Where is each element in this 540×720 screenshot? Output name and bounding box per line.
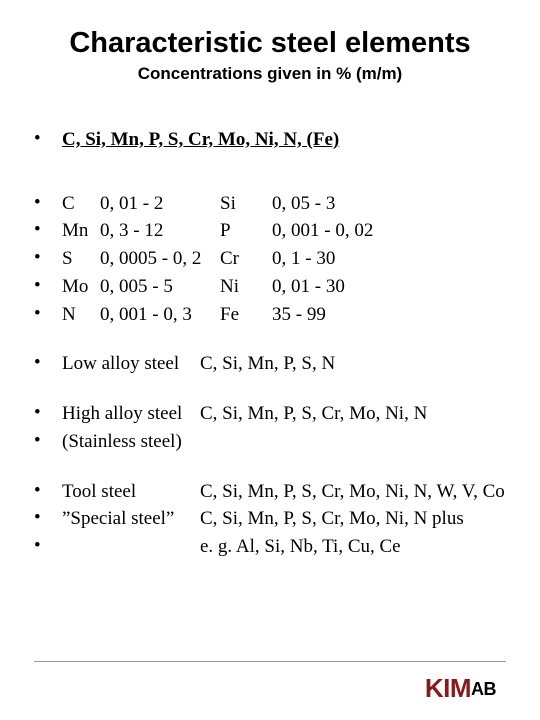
element-range: 0, 05 - 3 xyxy=(272,192,506,216)
bullet-icon: • xyxy=(34,128,62,151)
element-symbol: Ni xyxy=(220,275,272,299)
bullet-icon: • xyxy=(34,192,62,215)
range-row: • S 0, 0005 - 0, 2 Cr 0, 1 - 30 xyxy=(34,247,506,271)
bullet-icon: • xyxy=(34,303,62,326)
category-elements: C, Si, Mn, P, S, Cr, Mo, Ni, N xyxy=(200,402,506,426)
element-range: 0, 1 - 30 xyxy=(272,247,506,271)
logo-ab: AB xyxy=(471,679,496,699)
elements-header: C, Si, Mn, P, S, Cr, Mo, Ni, N, (Fe) xyxy=(62,128,506,152)
element-symbol: Mo xyxy=(62,275,100,299)
bullet-icon: • xyxy=(34,352,62,375)
bullet-icon: • xyxy=(34,219,62,242)
special-steel-cont-row: • e. g. Al, Si, Nb, Ti, Cu, Ce xyxy=(34,535,506,559)
category-elements: C, Si, Mn, P, S, Cr, Mo, Ni, N, W, V, Co xyxy=(200,480,506,504)
category-label: High alloy steel xyxy=(62,402,194,426)
special-steel-row: • ”Special steel” C, Si, Mn, P, S, Cr, M… xyxy=(34,507,506,531)
kimab-logo: KIMAB xyxy=(425,673,496,704)
bullet-icon: • xyxy=(34,430,62,453)
slide-subtitle: Concentrations given in % (m/m) xyxy=(34,64,506,84)
elements-header-row: • C, Si, Mn, P, S, Cr, Mo, Ni, N, (Fe) xyxy=(34,128,506,152)
element-symbol: Mn xyxy=(62,219,100,243)
bullet-icon: • xyxy=(34,535,62,558)
element-symbol: C xyxy=(62,192,100,216)
bullet-icon: • xyxy=(34,247,62,270)
bullet-icon: • xyxy=(34,507,62,530)
range-row: • Mo 0, 005 - 5 Ni 0, 01 - 30 xyxy=(34,275,506,299)
category-label: Low alloy steel xyxy=(62,352,194,376)
element-range: 35 - 99 xyxy=(272,303,506,327)
category-elements: e. g. Al, Si, Nb, Ti, Cu, Ce xyxy=(200,535,506,559)
stainless-row: • (Stainless steel) xyxy=(34,430,506,454)
stainless-label: (Stainless steel) xyxy=(62,430,506,454)
element-range: 0, 005 - 5 xyxy=(100,275,220,299)
range-row: • C 0, 01 - 2 Si 0, 05 - 3 xyxy=(34,192,506,216)
bullet-icon: • xyxy=(34,402,62,425)
slide-body: • C, Si, Mn, P, S, Cr, Mo, Ni, N, (Fe) •… xyxy=(34,128,506,559)
element-range: 0, 0005 - 0, 2 xyxy=(100,247,220,271)
category-elements: C, Si, Mn, P, S, Cr, Mo, Ni, N plus xyxy=(200,507,506,531)
element-symbol: S xyxy=(62,247,100,271)
category-label: Tool steel xyxy=(62,480,194,504)
element-range: 0, 01 - 30 xyxy=(272,275,506,299)
logo-ki: KIM xyxy=(425,673,471,703)
range-row: • Mn 0, 3 - 12 P 0, 001 - 0, 02 xyxy=(34,219,506,243)
range-row: • N 0, 001 - 0, 3 Fe 35 - 99 xyxy=(34,303,506,327)
category-label-empty xyxy=(62,535,194,559)
element-range: 0, 001 - 0, 02 xyxy=(272,219,506,243)
slide: Characteristic steel elements Concentrat… xyxy=(0,0,540,720)
element-symbol: N xyxy=(62,303,100,327)
tool-steel-row: • Tool steel C, Si, Mn, P, S, Cr, Mo, Ni… xyxy=(34,480,506,504)
low-alloy-row: • Low alloy steel C, Si, Mn, P, S, N xyxy=(34,352,506,376)
element-symbol: Cr xyxy=(220,247,272,271)
bullet-icon: • xyxy=(34,480,62,503)
category-label: ”Special steel” xyxy=(62,507,194,531)
element-symbol: Si xyxy=(220,192,272,216)
element-range: 0, 3 - 12 xyxy=(100,219,220,243)
footer-divider xyxy=(34,661,506,662)
element-range: 0, 01 - 2 xyxy=(100,192,220,216)
slide-title: Characteristic steel elements xyxy=(34,28,506,60)
element-range: 0, 001 - 0, 3 xyxy=(100,303,220,327)
element-symbol: P xyxy=(220,219,272,243)
category-elements: C, Si, Mn, P, S, N xyxy=(200,352,506,376)
high-alloy-row: • High alloy steel C, Si, Mn, P, S, Cr, … xyxy=(34,402,506,426)
element-symbol: Fe xyxy=(220,303,272,327)
bullet-icon: • xyxy=(34,275,62,298)
